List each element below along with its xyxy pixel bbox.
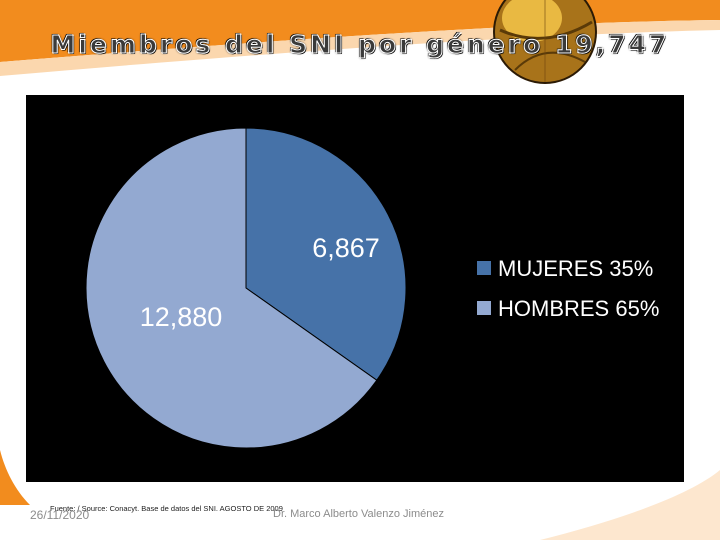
data-label-mujeres: 6,867 <box>312 233 380 263</box>
pie-chart: 6,867 12,880 MUJERES 35% HOMBRES 65% <box>85 127 659 449</box>
legend-label-hombres: HOMBRES 65% <box>498 296 659 321</box>
data-label-hombres: 12,880 <box>140 302 223 332</box>
footer-source: Fuente: / Source: Conacyt. Base de datos… <box>50 504 283 513</box>
pie-slice-hombres <box>85 127 378 449</box>
legend-label-mujeres: MUJERES 35% <box>498 256 653 281</box>
pie-slice-mujeres <box>245 127 407 381</box>
globe-icon <box>493 0 597 84</box>
footer-author: Dr. Marco Alberto Valenzo Jiménez <box>273 508 444 520</box>
legend-swatch-hombres <box>477 301 491 315</box>
legend-swatch-mujeres <box>477 261 491 275</box>
slide-title: Miembros del SNI por género 19,747 <box>50 30 670 60</box>
footer-date: 26/11/2020 <box>30 508 90 522</box>
chart-panel: 6,867 12,880 MUJERES 35% HOMBRES 65% <box>26 95 684 482</box>
legend: MUJERES 35% HOMBRES 65% <box>477 256 659 321</box>
